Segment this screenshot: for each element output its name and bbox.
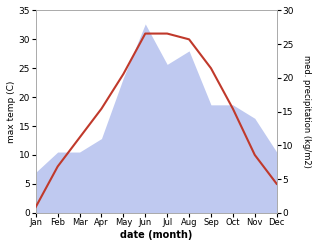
Y-axis label: max temp (C): max temp (C) — [7, 80, 16, 143]
Y-axis label: med. precipitation (kg/m2): med. precipitation (kg/m2) — [302, 55, 311, 168]
X-axis label: date (month): date (month) — [120, 230, 192, 240]
